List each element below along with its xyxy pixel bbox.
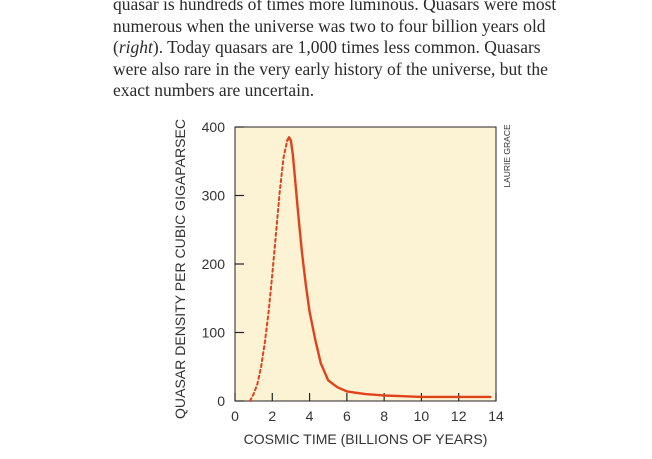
y-axis-ticks: 0 100 200 300 400 bbox=[202, 119, 244, 409]
x-tick-label: 2 bbox=[268, 408, 276, 424]
x-tick-label: 6 bbox=[343, 408, 351, 424]
x-tick-label: 14 bbox=[488, 408, 504, 424]
plot-area bbox=[234, 126, 497, 402]
y-tick-label: 0 bbox=[217, 393, 225, 409]
y-tick-label: 300 bbox=[202, 188, 226, 204]
x-axis-ticks: 0 2 4 6 8 10 12 14 bbox=[231, 393, 504, 424]
caption-line: (right). Today quasars are 1,000 times l… bbox=[113, 37, 613, 59]
y-tick-label: 100 bbox=[202, 325, 226, 341]
x-axis-label: COSMIC TIME (BILLIONS OF YEARS) bbox=[244, 431, 488, 447]
caption-line-rest: ). Today quasars are 1,000 times less co… bbox=[152, 37, 541, 58]
caption-line: were also rare in the very early history… bbox=[113, 58, 548, 79]
uncertain-density-line bbox=[248, 139, 289, 402]
y-axis-label: QUASAR DENSITY PER CUBIC GIGAPARSEC bbox=[172, 119, 188, 419]
x-tick-label: 0 bbox=[231, 408, 239, 424]
x-tick-label: 8 bbox=[380, 408, 388, 424]
x-tick-label: 4 bbox=[306, 408, 314, 424]
caption-line: quasar is hundreds of times more luminou… bbox=[113, 0, 557, 14]
artist-credit: LAURIE GRACE bbox=[502, 124, 512, 188]
x-tick-label: 10 bbox=[414, 408, 430, 424]
y-tick-label: 400 bbox=[202, 119, 226, 135]
caption-italic-word: right bbox=[118, 37, 153, 58]
caption-text: quasar is hundreds of times more luminou… bbox=[113, 0, 613, 102]
x-tick-label: 12 bbox=[451, 408, 467, 424]
y-tick-label: 200 bbox=[202, 256, 226, 272]
caption-paren: ( bbox=[113, 37, 119, 58]
density-line bbox=[286, 136, 492, 399]
caption-line: exact numbers are uncertain. bbox=[113, 80, 315, 101]
caption-line: numerous when the universe was two to fo… bbox=[113, 15, 546, 36]
data-series bbox=[248, 136, 492, 402]
